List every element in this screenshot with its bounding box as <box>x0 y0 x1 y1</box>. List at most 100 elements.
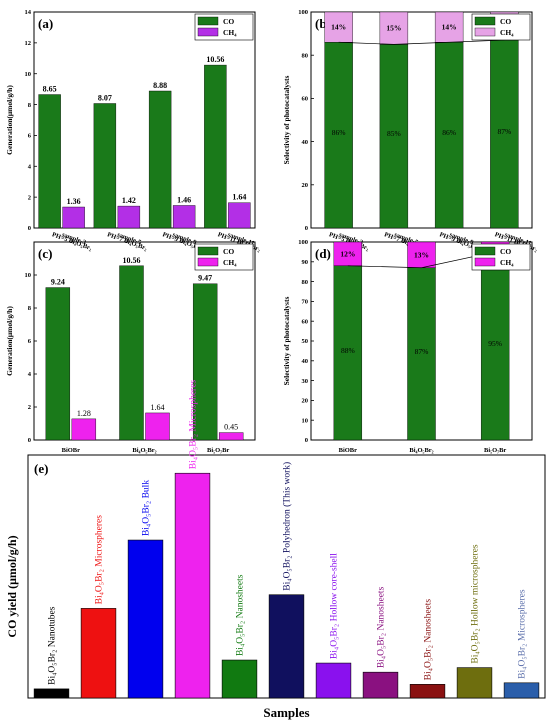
y-tick-label: 14 <box>25 9 32 16</box>
y-tick-label: 2 <box>28 194 31 201</box>
bar <box>315 662 352 699</box>
data-label: 15% <box>386 24 401 33</box>
bar <box>127 539 164 699</box>
bar-co <box>38 94 61 229</box>
bar-label: Bi₄O₅Br₂ Hollow core-shell <box>330 553 340 659</box>
y-tick-label: 6 <box>28 338 32 345</box>
y-tick-label: 80 <box>302 52 309 59</box>
bar <box>174 472 211 699</box>
bar <box>33 688 70 699</box>
y-axis-label: CO yield (μmol/g/h) <box>5 535 19 637</box>
x-tick-label: Bi₄O₅Br₂ <box>132 447 156 454</box>
panel-0: 0 2 4 6 8 10 12 14 Generation(μmol/g/h) (a) 8.65 1.… <box>5 9 261 253</box>
legend-label: CO <box>500 17 511 26</box>
y-tick-label: 60 <box>302 318 309 325</box>
data-label: 1.36 <box>67 197 81 206</box>
bar-ch4 <box>434 11 464 43</box>
y-tick-label: 40 <box>302 358 309 365</box>
data-label: 86% <box>332 128 346 137</box>
y-tick-label: 0 <box>305 437 308 444</box>
x-tick-label: Bi₅O₇Br <box>207 447 229 454</box>
bar-ch4 <box>117 205 141 229</box>
data-label: 10.56 <box>206 55 224 64</box>
data-label: 1.42 <box>122 196 136 205</box>
data-label: 8.65 <box>43 85 57 94</box>
bar-co <box>45 287 71 441</box>
x-axis-label: Samples <box>263 705 309 720</box>
y-tick-label: 90 <box>302 259 309 266</box>
data-label: 0.45 <box>224 423 238 432</box>
panel-label: (a) <box>38 16 53 31</box>
bar-ch4 <box>62 206 85 229</box>
bar-co <box>434 42 464 229</box>
y-tick-label: 20 <box>302 398 309 405</box>
legend-swatch <box>474 27 496 37</box>
y-tick-label: 12 <box>25 40 32 47</box>
panel-3: 0 10 20 30 40 50 60 70 80 90 100 Selectivity of pho… <box>282 239 533 454</box>
bar <box>409 684 446 699</box>
y-tick-label: 4 <box>28 371 32 378</box>
data-label: 1.28 <box>77 409 91 418</box>
y-tick-label: 40 <box>302 139 309 146</box>
bar-label: Bi₄O₅Br₂ Microspheres <box>95 515 105 605</box>
legend-swatch <box>474 16 496 26</box>
bar-label: Bi₄O₅Br₂ Nanosheets <box>236 574 246 656</box>
legend-swatch <box>197 27 219 37</box>
bar <box>503 682 540 699</box>
bar-ch4 <box>407 241 436 268</box>
bar-co <box>379 44 409 229</box>
y-tick-label: 100 <box>298 9 308 16</box>
y-tick-label: 4 <box>28 163 32 170</box>
legend-swatch <box>474 246 496 256</box>
bar-co <box>480 251 510 441</box>
y-tick-label: 0 <box>305 225 308 232</box>
data-label: 1.46 <box>177 195 191 204</box>
bar <box>221 659 258 699</box>
panel-1: 0 20 40 60 80 100 Selectivity of photocatalyst… <box>282 9 538 253</box>
panel-4: (e) CO yield (μmol/g/h) Samples Bi₄O₅Br₂ Na… <box>5 380 546 720</box>
y-tick-label: 8 <box>28 305 32 312</box>
legend-swatch <box>197 16 219 26</box>
y-tick-label: 70 <box>302 299 309 306</box>
legend-swatch <box>474 257 496 267</box>
bar-label: Bi₄O₅Br₂ Nanotubes <box>48 606 58 685</box>
bar-co <box>93 103 117 229</box>
data-label: 1.64 <box>232 193 246 202</box>
y-tick-label: 10 <box>302 417 309 424</box>
y-axis-label: Generation(μmol/g/h) <box>5 306 14 376</box>
x-tick-label: BiOBr <box>339 447 358 454</box>
bar <box>362 671 399 699</box>
legend-label: CH₄ <box>223 258 237 267</box>
data-label: 87% <box>415 347 429 356</box>
y-tick-label: 20 <box>302 182 309 189</box>
bar-label: Bi₄O₅Br₂ Microspheres <box>189 380 199 470</box>
legend-swatch <box>197 257 219 267</box>
y-tick-label: 10 <box>25 272 32 279</box>
y-tick-label: 0 <box>28 437 31 444</box>
data-label: 85% <box>387 129 401 138</box>
bar-co <box>407 267 436 441</box>
plot-frame <box>33 11 256 229</box>
bar-label: Bi₄O₅Br₂ Hollow microspheres <box>471 544 481 663</box>
bar <box>456 667 493 699</box>
bar-ch4 <box>218 432 244 441</box>
bar-label: Bi₄O₅Br₂ Bulk <box>142 480 152 536</box>
bar-ch4 <box>145 412 170 441</box>
y-tick-label: 10 <box>25 71 32 78</box>
trend-line <box>338 39 505 45</box>
legend-label: CH₄ <box>500 258 514 267</box>
bar <box>268 594 305 699</box>
y-tick-label: 0 <box>28 225 31 232</box>
legend-label: CH₄ <box>500 28 514 37</box>
x-tick-label: BiOBr <box>62 447 81 454</box>
data-label: 13% <box>414 250 429 259</box>
data-label: 14% <box>442 23 457 32</box>
plot-frame <box>310 11 533 229</box>
bar-label: Bi₄O₅Br₂ Microspheres <box>518 589 528 679</box>
legend-label: CO <box>223 17 234 26</box>
trend-line <box>347 251 496 269</box>
bar <box>80 608 117 699</box>
bar-co <box>324 42 353 229</box>
bar-ch4 <box>324 11 353 43</box>
